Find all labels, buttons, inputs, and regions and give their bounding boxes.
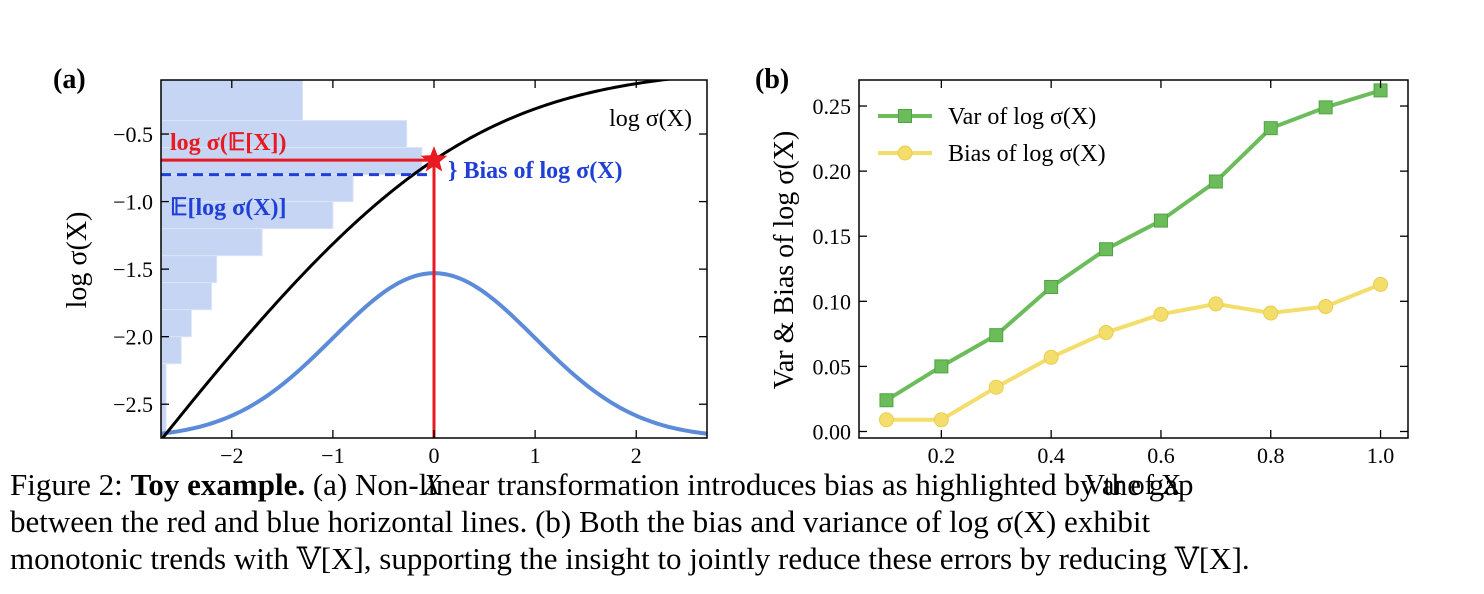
histogram-bar	[161, 363, 167, 438]
x-tick-label: 0.2	[928, 443, 956, 468]
x-ticks-a: −2 −1 0 1 2	[220, 80, 642, 468]
series-line	[885, 88, 1382, 402]
x-axis-title-a: X	[422, 470, 441, 501]
y-tick-label: −1.5	[113, 257, 153, 282]
y-tick-label: −0.5	[113, 122, 153, 147]
caption-prefix: Figure 2:	[10, 467, 131, 502]
legend-label: Var of log σ(X)	[948, 104, 1096, 130]
caption-line-3: monotonic trends with 𝕍[X], supporting t…	[10, 541, 1250, 576]
y-tick-label: 0.05	[813, 354, 852, 379]
plot-lines-b	[878, 83, 1389, 428]
legend-marker	[897, 145, 913, 161]
data-point-var	[1044, 279, 1059, 294]
y-ticks-b: 0.00 0.05 0.10 0.15 0.20 0.25	[813, 94, 1408, 444]
histogram-bar	[161, 255, 218, 284]
data-point-var	[989, 328, 1004, 343]
y-tick-label: −1.0	[113, 190, 153, 215]
panel-b: (b) 0.2 0.4 0.6 0.8 1.0 0.00 0.05 0.10 0.15 0.20…	[755, 64, 1409, 501]
data-point-var	[1153, 213, 1168, 228]
x-tick-label: 1.0	[1367, 443, 1395, 468]
data-point-var	[1208, 174, 1223, 189]
data-point-bias	[1153, 306, 1169, 322]
data-point-bias	[1318, 299, 1334, 315]
data-point-bias	[933, 412, 949, 428]
histogram-bar	[161, 120, 408, 149]
panel-a: (a) −2 −1 0 1 2 −0.5 −1.0 −1.5 −2.0 −2.5 X log σ…	[53, 64, 708, 501]
x-tick-label: 2	[631, 443, 642, 468]
data-point-bias	[1098, 325, 1114, 341]
y-tick-label: 0.15	[813, 224, 852, 249]
data-point-bias	[1263, 305, 1279, 321]
bias-label: } Bias of log σ(X)	[448, 158, 623, 184]
data-point-bias	[988, 379, 1004, 395]
y-tick-label: 0.10	[813, 289, 852, 314]
blue-line-label: 𝔼[log σ(X)]	[170, 195, 287, 221]
y-axis-title-b: Var & Bias of log σ(X)	[769, 131, 800, 390]
y-tick-label: −2.0	[113, 325, 153, 350]
legend-b: Var of log σ(X) Bias of log σ(X)	[878, 104, 1106, 167]
x-axis-title-b: Var of X	[1085, 470, 1181, 501]
x-ticks-b: 0.2 0.4 0.6 0.8 1.0	[928, 80, 1395, 468]
data-point-var	[1263, 121, 1278, 136]
star-marker	[420, 146, 448, 172]
figure-caption: Figure 2: Toy example. (a) Non-linear tr…	[10, 466, 1476, 577]
caption-title: Toy example.	[130, 467, 306, 502]
annotations-a	[161, 146, 448, 438]
y-tick-label: 0.20	[813, 159, 852, 184]
axes-frame-b	[858, 79, 1409, 439]
y-tick-label: 0.00	[813, 419, 852, 444]
legend-label: Bias of log σ(X)	[948, 141, 1106, 167]
data-point-var	[934, 359, 949, 374]
histogram-bar	[161, 282, 213, 311]
caption-line-2: between the red and blue horizontal line…	[10, 504, 1151, 539]
histogram-bar	[161, 336, 182, 365]
caption-line-1: Figure 2: Toy example. (a) Non-linear tr…	[10, 466, 1476, 503]
x-tick-label: 0.6	[1147, 443, 1175, 468]
caption-line1-rest: (a) Non-linear transformation introduces…	[305, 467, 1194, 502]
data-point-var	[1099, 242, 1114, 257]
data-point-bias	[1043, 349, 1059, 365]
x-tick-label: 0.4	[1037, 443, 1065, 468]
legend-marker	[898, 109, 912, 123]
data-point-bias	[1373, 276, 1389, 292]
data-point-bias	[878, 412, 894, 428]
y-axis-title-a: log σ(X)	[62, 212, 93, 309]
x-tick-label: −1	[321, 443, 344, 468]
red-line-label: log σ(𝔼[X])	[170, 130, 287, 156]
panel-a-label: (a)	[53, 64, 86, 95]
x-tick-label: 0	[429, 443, 440, 468]
y-tick-label: −2.5	[113, 392, 153, 417]
series-line	[886, 282, 1382, 422]
histogram-bar	[161, 228, 263, 257]
data-point-var	[879, 393, 894, 408]
x-tick-label: −2	[220, 443, 243, 468]
x-tick-label: 1	[530, 443, 541, 468]
panel-b-label: (b)	[755, 64, 789, 95]
curve-label: log σ(X)	[609, 106, 692, 132]
histogram-bar	[161, 201, 334, 230]
data-point-var	[1318, 100, 1333, 115]
x-tick-label: 0.8	[1257, 443, 1285, 468]
histogram-bar	[161, 309, 192, 338]
y-tick-label: 0.25	[813, 94, 852, 119]
y-ticks-a: −0.5 −1.0 −1.5 −2.0 −2.5	[113, 122, 707, 417]
data-point-bias	[1208, 296, 1224, 312]
